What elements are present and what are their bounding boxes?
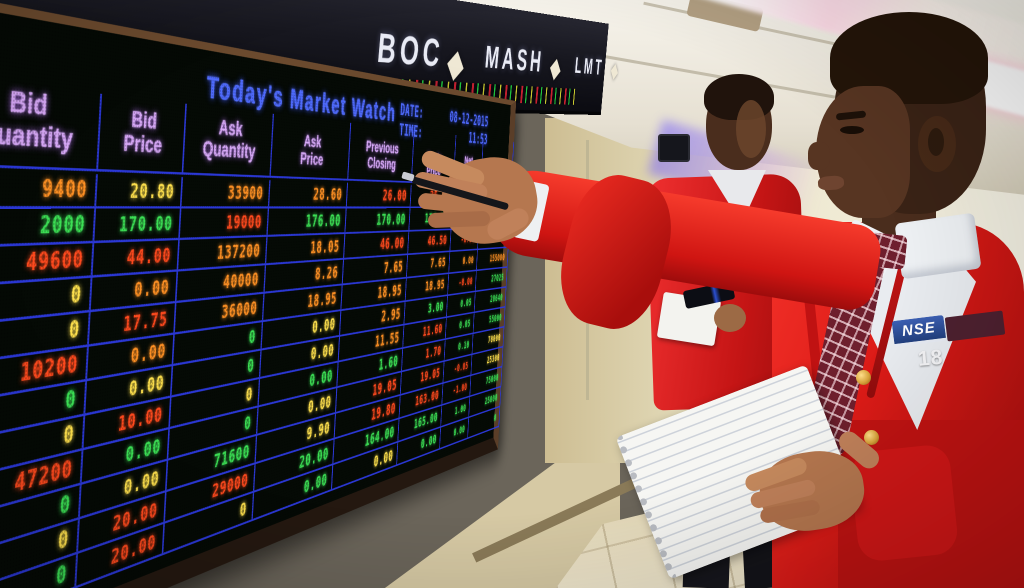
board-cell: 170.00: [94, 209, 181, 242]
market-watch-board: Today's Market Watch DATE: 08-12-2015 TI…: [0, 0, 516, 588]
column-header: Ask Price: [271, 114, 351, 179]
column-header: Ask Quantity: [183, 104, 274, 176]
ticker-items: BOC MASH LMT: [375, 23, 630, 87]
ticker-diamond-tag: [611, 64, 618, 80]
board-cell: 137200: [178, 237, 267, 270]
board-cell: 33900: [182, 177, 271, 207]
front-man-face: [816, 86, 910, 218]
trading-floor-photo: BOC MASH LMT Today's Market Watch DATE: 08…: [0, 0, 1024, 588]
eye: [840, 126, 864, 134]
market-watch-board-3d: Today's Market Watch DATE: 08-12-2015 TI…: [0, 0, 516, 588]
board-cell: 170.00: [345, 208, 410, 232]
ticker-label: LMT: [574, 52, 605, 80]
finger: [428, 211, 490, 228]
board-cell: 44.00: [93, 240, 180, 276]
board-datetime: DATE: 08-12-2015 TIME: 11:53: [399, 100, 489, 149]
board-cell: 0.00: [449, 250, 478, 273]
board-cell: 2000: [0, 209, 96, 247]
back-man-face: [736, 100, 766, 158]
board-cell: 20.80: [96, 174, 183, 207]
board-cell: 18.05: [266, 234, 345, 264]
time-value: 11:53: [468, 129, 488, 149]
back-man-hand: [714, 304, 746, 332]
board-cell: 155000: [477, 248, 509, 270]
board-cell: 28.60: [269, 180, 348, 207]
ticker-diamond-tag: [447, 51, 463, 81]
wall-speaker: [658, 134, 690, 162]
board-cell: 9400: [0, 169, 98, 207]
ticker-label: MASH: [484, 39, 546, 79]
column-header: Bid Quantity: [0, 76, 102, 169]
time-label: TIME:: [399, 120, 423, 143]
board-cell: 176.00: [268, 208, 347, 235]
ticker-label: BOC: [375, 23, 445, 76]
board-cell: 26.00: [347, 183, 412, 207]
board-rows: 940020.803390028.6026.0025.40-0.60436220…: [0, 169, 512, 588]
column-header: Bid Price: [98, 94, 187, 172]
blazer-number: 18: [917, 344, 963, 372]
shirt-collar: [894, 213, 981, 280]
gold-button: [856, 370, 871, 385]
board-cell: -0.00: [448, 271, 477, 295]
ticker-diamond-tag: [550, 59, 560, 80]
ear-inner: [928, 128, 944, 156]
board-cell: 46.50: [408, 230, 451, 254]
board-cell: 46.00: [344, 232, 409, 259]
nose: [808, 142, 830, 170]
board-cell: 19000: [180, 208, 269, 238]
